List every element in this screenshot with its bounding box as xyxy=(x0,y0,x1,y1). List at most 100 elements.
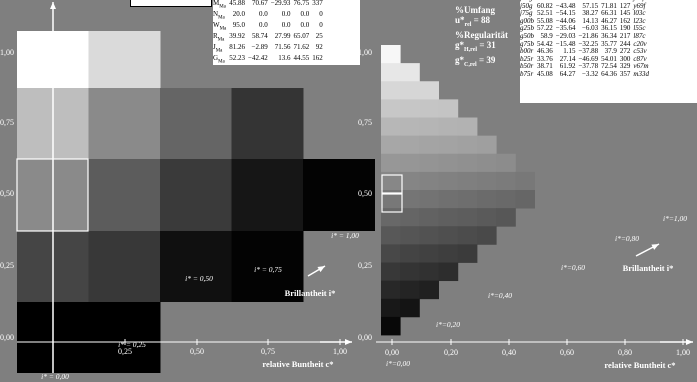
right-table-cell: 145 xyxy=(619,9,631,18)
left-iso-label: i* = 0,50 xyxy=(185,274,213,283)
triangle-cell xyxy=(400,99,420,118)
left-axes xyxy=(17,2,352,373)
left-table-cell: 76.75 xyxy=(293,0,310,7)
right-table-cell: 72.25 xyxy=(537,0,556,3)
left-table-cell: 0.0 xyxy=(300,9,310,18)
right-table-cell: 64.27 xyxy=(559,69,576,78)
right-table-cell: 66.31 xyxy=(601,9,617,18)
triangle-cell xyxy=(400,81,420,100)
right-table-row: b00r 46.36 1.15 −37.88 37.9 272 c53v xyxy=(520,48,652,56)
right-table-cell: −32.25 xyxy=(578,39,599,48)
left-y-tick-label: 1,00 xyxy=(0,48,14,57)
grid-cell xyxy=(88,231,161,302)
triangle-cell xyxy=(381,208,401,227)
triangle-cell xyxy=(381,117,401,137)
triangle-cell xyxy=(438,208,459,227)
right-y-tick-label: 0,50 xyxy=(358,189,372,198)
right-x-tick-label: 1,00 xyxy=(676,348,690,357)
grid-cell xyxy=(303,159,375,231)
left-table-cell: 0 xyxy=(319,9,323,18)
right-table-cell: 33.76 xyxy=(537,54,553,63)
left-table-cell: −29.93 xyxy=(270,0,291,7)
right-iso-label: i*=0,00 xyxy=(386,359,410,368)
right-x-axis-arrow-head xyxy=(686,339,693,345)
triangle-cell xyxy=(438,226,459,245)
left-table-row: NMa 20.0 0.0 0.0 0.0 0 xyxy=(213,9,326,22)
triangle-cell xyxy=(457,190,478,209)
grid-cell xyxy=(160,231,232,302)
right-iso-label: i*=0,60 xyxy=(561,263,585,272)
right-info-line: u*rel = 88 xyxy=(455,15,491,28)
triangle-cell xyxy=(400,135,420,155)
left-table-cell: 44.55 xyxy=(293,53,310,62)
left-table-cell: 71.62 xyxy=(293,42,310,51)
left-table-name: MMa xyxy=(213,0,226,10)
triangle-cell xyxy=(381,244,401,263)
left-table-cell: 65.07 xyxy=(293,31,310,40)
right-iso-label: i*=0,80 xyxy=(615,234,639,243)
right-table-cell: 127 xyxy=(619,1,631,10)
triangle-cell xyxy=(457,208,478,227)
grid-cell xyxy=(160,159,232,231)
left-table-cell: 95.0 xyxy=(232,20,246,29)
right-table-key: g00b xyxy=(520,16,534,25)
triangle-cell xyxy=(438,153,459,173)
right-table-key: j75g xyxy=(520,0,537,3)
right-table-cell: 36.34 xyxy=(601,31,617,40)
right-table-row: g25b 57.22 −35.64 −6.03 36.15 190 l55c xyxy=(520,25,652,33)
right-x-axis-label: relative Buntheit c* xyxy=(604,360,675,370)
triangle-cell xyxy=(381,153,401,173)
right-table-key: b75r xyxy=(520,69,534,78)
right-table-cell: −46.69 xyxy=(578,54,599,63)
right-table-key: g50b xyxy=(520,31,534,40)
triangle-cell xyxy=(496,153,516,173)
right-x-tick-label: 0,20 xyxy=(444,348,458,357)
grid-cell xyxy=(231,159,304,231)
left-table-cell: 0.0 xyxy=(281,20,291,29)
right-table-cell: 38.71 xyxy=(537,62,553,71)
right-table-cell: 54.42 xyxy=(537,39,553,48)
right-table-cell: 52.51 xyxy=(537,9,553,18)
triangle-cell xyxy=(457,153,478,173)
left-x-tick-label: 0,75 xyxy=(261,347,275,356)
triangle-cell xyxy=(381,280,401,300)
triangle-cell xyxy=(419,81,439,100)
right-table-row: j50g 60.82 −43.48 57.15 71.81 127 y69f xyxy=(520,1,652,11)
right-triangle-grid xyxy=(381,45,535,336)
left-table-name: GMa xyxy=(213,53,225,65)
right-y-tick-label: 1,00 xyxy=(358,48,372,57)
left-title-box xyxy=(130,0,212,7)
right-table-cell: 110 xyxy=(620,0,634,3)
right-table-cell: 61.92 xyxy=(559,62,576,71)
left-y-tick-label: 0,00 xyxy=(0,333,14,342)
right-table-cell: 329 xyxy=(619,62,631,71)
triangle-cell xyxy=(381,99,401,118)
right-y-tick-label: 0,00 xyxy=(358,333,372,342)
triangle-cell xyxy=(400,280,420,300)
right-table-cell: 45.08 xyxy=(537,69,553,78)
right-info-line: g*C,rel = 39 xyxy=(455,54,496,68)
right-table-cell: 79.42 xyxy=(601,0,620,3)
right-table-row: b75r 45.08 64.27 −3.32 64.36 357 m33d xyxy=(520,69,652,79)
triangle-cell xyxy=(515,190,535,209)
triangle-cell xyxy=(400,208,420,227)
left-table-row: JMa 81.26 −2.89 71.56 71.62 92 xyxy=(213,42,326,55)
right-table-row: j75g72.25−26.8974.7579.42110j54f xyxy=(520,0,652,3)
triangle-cell xyxy=(438,262,459,282)
right-table-cell: −15.48 xyxy=(555,39,576,48)
left-table-cell: 25 xyxy=(315,31,323,40)
right-table-cell: 64.36 xyxy=(601,69,617,78)
right-table-cell: 60.82 xyxy=(537,1,553,10)
right-table-code: j54f xyxy=(633,0,652,3)
left-y-tick-label: 0,25 xyxy=(0,261,14,270)
right-table-key: b00r xyxy=(520,47,534,56)
right-table-row: g75b 54.42 −15.48 −32.25 35.77 244 c20v xyxy=(520,39,652,49)
left-iso-label: i* = 1,00 xyxy=(331,231,359,240)
right-table-key: j75g xyxy=(520,9,533,18)
left-table-cell: 58.74 xyxy=(251,31,268,40)
left-table-cell: 27.99 xyxy=(274,31,291,40)
right-table-cell: −44.06 xyxy=(555,16,576,25)
right-table-cell: 272 xyxy=(619,47,631,56)
right-info-line: %Umfang xyxy=(455,5,495,15)
triangle-cell xyxy=(419,262,439,282)
